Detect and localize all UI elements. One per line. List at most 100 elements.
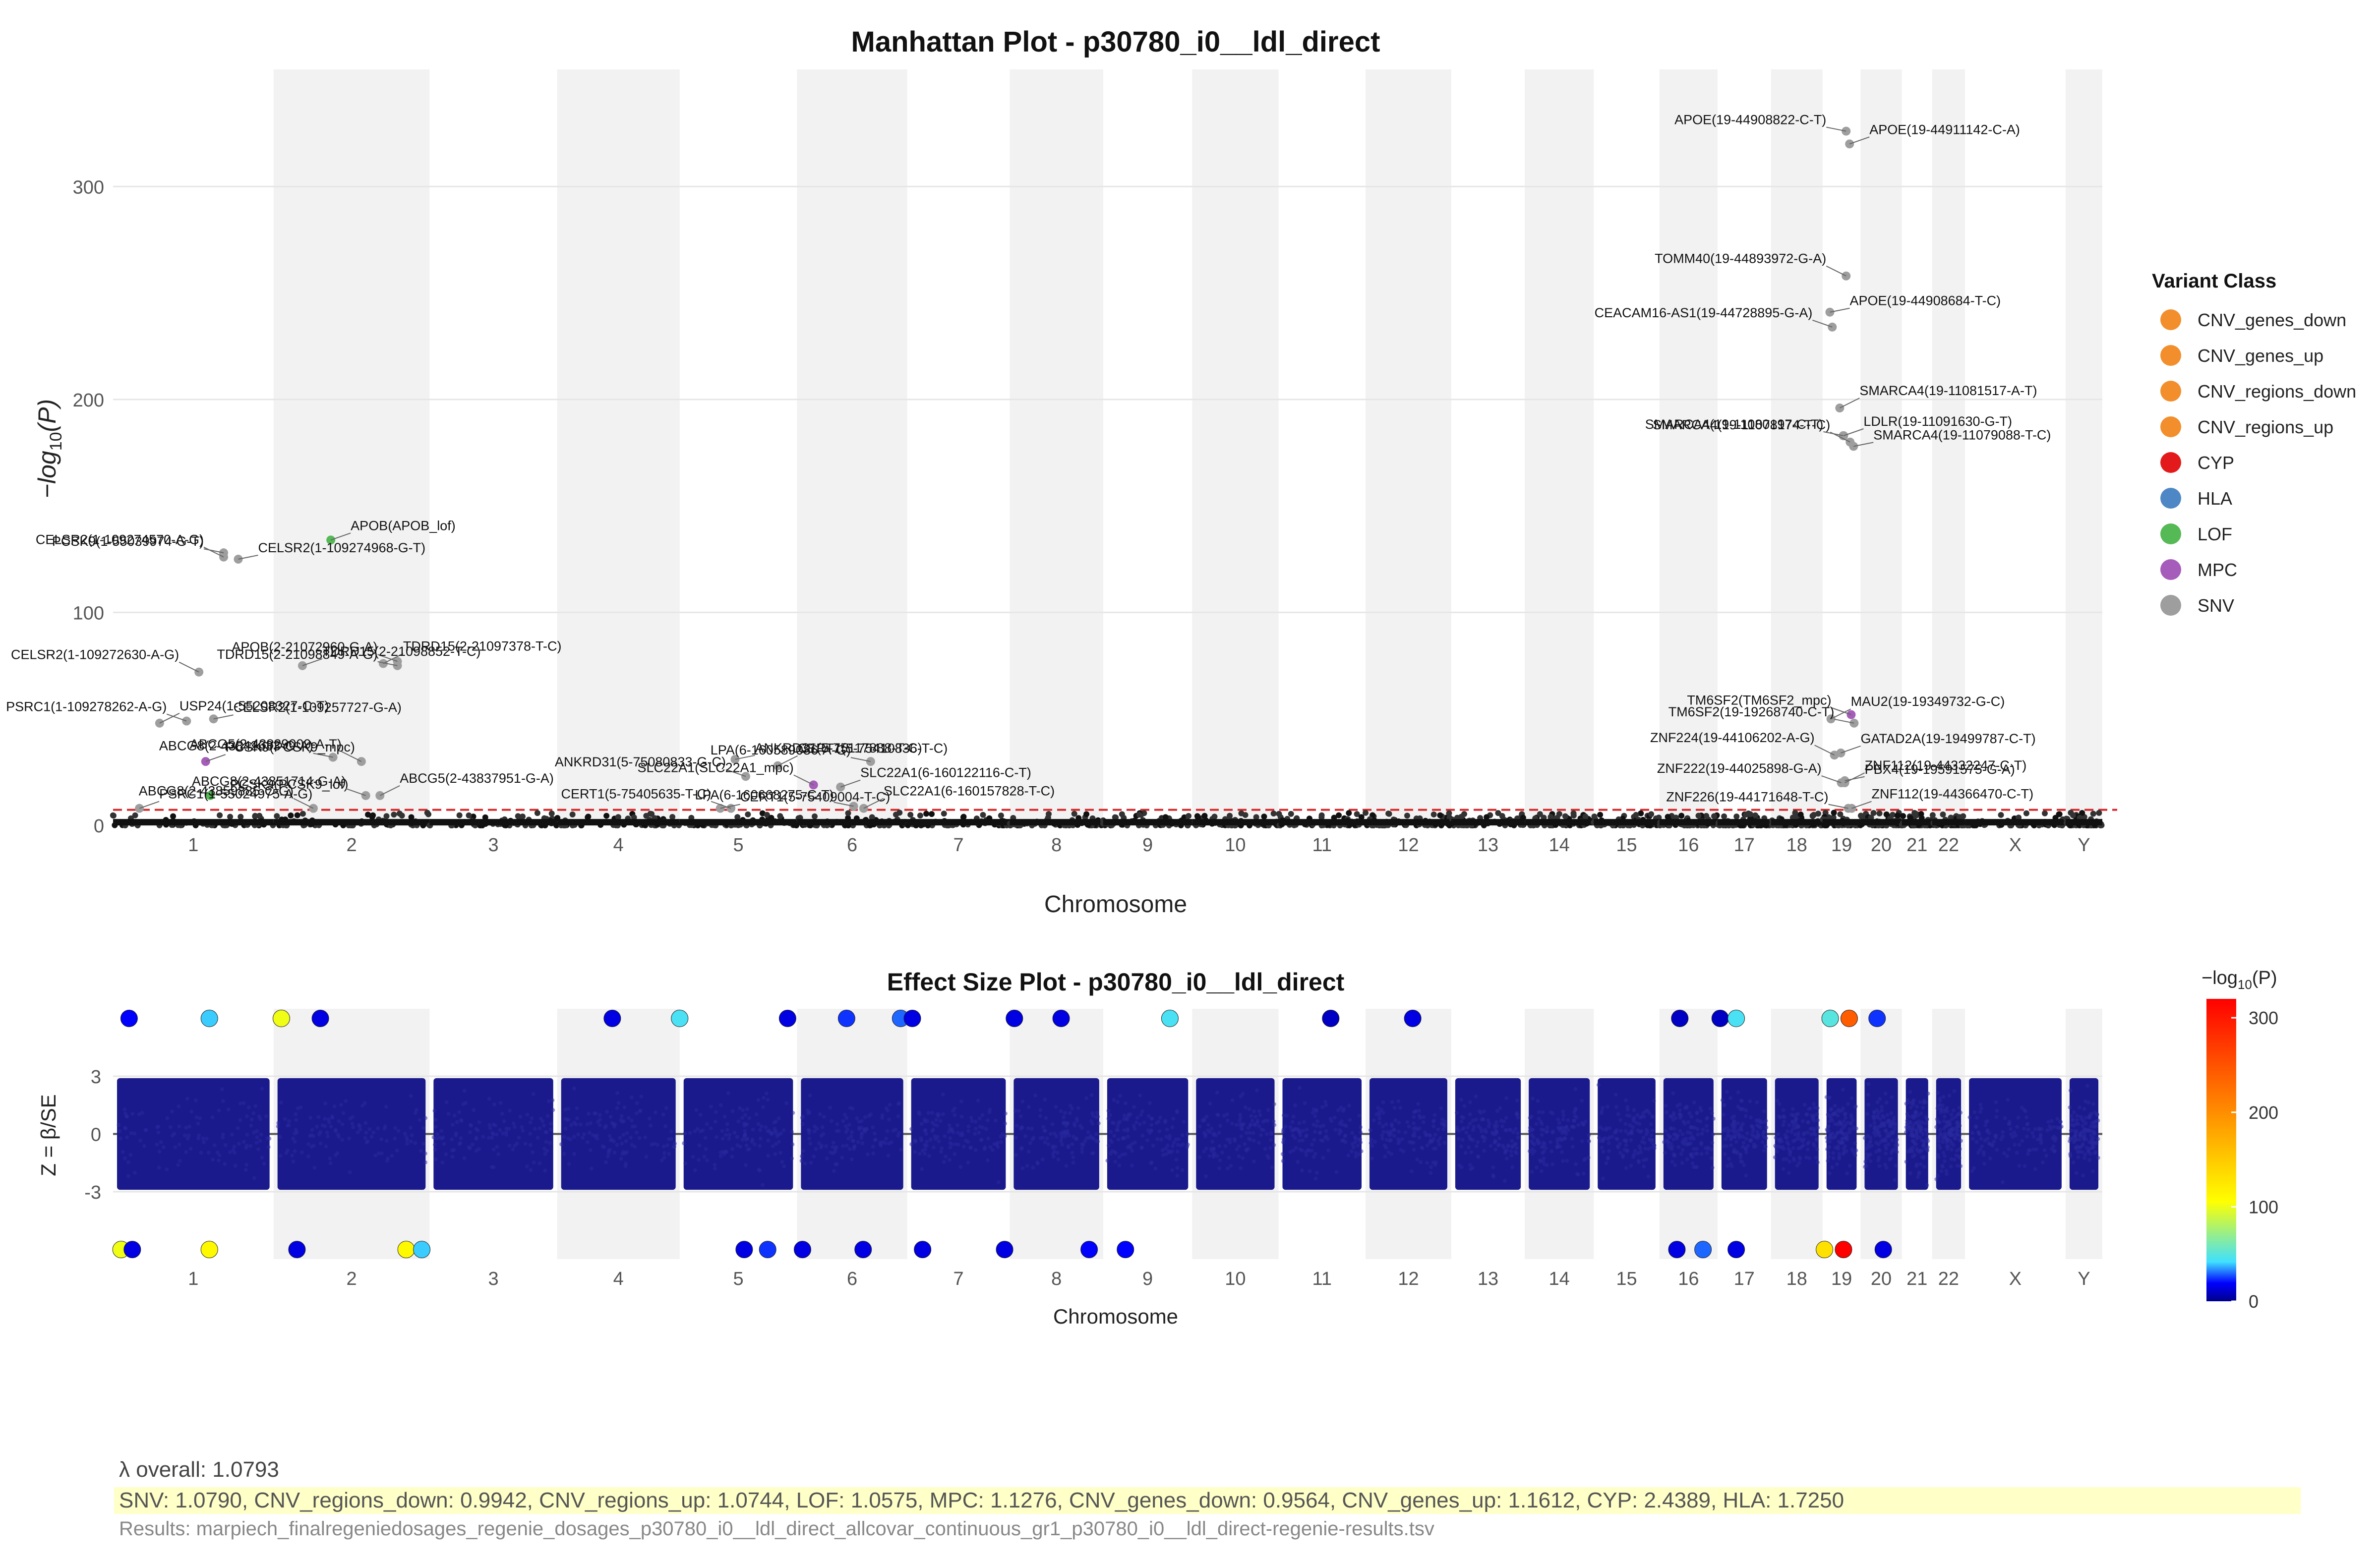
z-point bbox=[849, 1157, 854, 1161]
z-point bbox=[138, 1138, 143, 1143]
z-point bbox=[638, 1109, 642, 1113]
z-point bbox=[1246, 1126, 1250, 1130]
z-point bbox=[1019, 1147, 1023, 1151]
z-point bbox=[831, 1151, 835, 1156]
annotation-leader bbox=[833, 802, 854, 807]
z-point bbox=[1846, 1102, 1850, 1106]
z-point bbox=[1827, 1155, 1831, 1159]
z-point bbox=[2052, 1149, 2056, 1154]
z-point bbox=[1117, 1163, 1122, 1167]
x-tick-label: 7 bbox=[953, 1269, 963, 1289]
z-point bbox=[1354, 1154, 1358, 1159]
z-point bbox=[405, 1142, 410, 1146]
z-point bbox=[1802, 1102, 1807, 1107]
z-point bbox=[1683, 1139, 1688, 1144]
capped-point-bottom bbox=[854, 1241, 872, 1259]
z-point bbox=[1174, 1158, 1179, 1162]
legend-swatch-CNV_regions_down bbox=[2160, 381, 2181, 402]
legend-swatch-LOF bbox=[2160, 523, 2181, 544]
z-point bbox=[1739, 1098, 1743, 1102]
z-point bbox=[1726, 1164, 1730, 1168]
z-point bbox=[1975, 1115, 1979, 1120]
z-point bbox=[1787, 1123, 1791, 1127]
z-point bbox=[363, 1136, 367, 1140]
z-point bbox=[1774, 1136, 1778, 1140]
z-point bbox=[2055, 1117, 2060, 1121]
z-point bbox=[279, 1101, 283, 1105]
capped-point-bottom bbox=[1117, 1241, 1134, 1259]
z-point bbox=[1942, 1159, 1947, 1163]
z-point bbox=[1914, 1131, 1919, 1136]
z-point bbox=[358, 1127, 362, 1132]
z-point bbox=[241, 1101, 246, 1105]
z-point bbox=[1116, 1121, 1121, 1125]
z-point bbox=[433, 1148, 437, 1152]
capped-point-top bbox=[1821, 1009, 1839, 1027]
snv-point bbox=[845, 810, 851, 816]
z-point bbox=[801, 1149, 805, 1153]
z-point bbox=[1889, 1130, 1894, 1135]
z-point bbox=[1890, 1122, 1894, 1127]
z-point bbox=[1358, 1125, 1363, 1129]
z-point bbox=[1356, 1137, 1361, 1142]
capped-point-top bbox=[311, 1009, 329, 1027]
z-point bbox=[1834, 1146, 1838, 1150]
z-point bbox=[1258, 1113, 1262, 1117]
z-point bbox=[629, 1135, 633, 1140]
z-point bbox=[1791, 1156, 1796, 1160]
y-tick-label: 0 bbox=[94, 816, 104, 837]
z-point bbox=[661, 1144, 666, 1149]
z-point bbox=[1509, 1149, 1513, 1154]
z-point bbox=[1738, 1152, 1743, 1157]
z-point bbox=[1699, 1152, 1704, 1156]
z-point bbox=[860, 1141, 865, 1146]
snv-point bbox=[1703, 812, 1710, 819]
snv-point bbox=[365, 811, 371, 818]
z-point bbox=[260, 1156, 264, 1160]
z-point bbox=[969, 1115, 973, 1120]
z-point bbox=[1671, 1113, 1676, 1117]
z-point bbox=[1805, 1147, 1810, 1152]
z-point bbox=[2023, 1164, 2027, 1168]
z-point bbox=[543, 1130, 548, 1134]
z-point bbox=[1947, 1094, 1952, 1098]
z-point bbox=[1336, 1108, 1341, 1112]
z-point bbox=[1853, 1141, 1857, 1146]
z-point bbox=[589, 1166, 594, 1171]
z-point bbox=[947, 1130, 951, 1134]
z-point bbox=[931, 1145, 936, 1150]
z-point bbox=[730, 1147, 734, 1151]
snv-point bbox=[1857, 812, 1864, 819]
z-point bbox=[771, 1144, 775, 1149]
annotation-leader bbox=[777, 755, 798, 766]
z-point bbox=[236, 1126, 240, 1130]
z-point bbox=[778, 1151, 783, 1155]
z-point bbox=[1790, 1107, 1795, 1111]
z-point bbox=[664, 1106, 668, 1110]
z-point bbox=[385, 1159, 389, 1163]
z-point bbox=[1023, 1134, 1028, 1139]
z-point bbox=[1040, 1157, 1045, 1161]
variant-annotations: PCSK9(1-55039974-G-T)APOB(APOB_lof)CELSR… bbox=[6, 113, 2051, 809]
z-point bbox=[118, 1129, 122, 1134]
z-point bbox=[468, 1146, 472, 1151]
z-point bbox=[335, 1151, 340, 1156]
z-point bbox=[1978, 1148, 1982, 1152]
density-core bbox=[1282, 1078, 1362, 1190]
colorbar-gradient bbox=[2206, 999, 2236, 1301]
z-point bbox=[1724, 1137, 1728, 1141]
z-point bbox=[199, 1151, 203, 1155]
z-point bbox=[266, 1145, 271, 1149]
z-point bbox=[1621, 1153, 1625, 1158]
z-point bbox=[1744, 1147, 1748, 1152]
z-point bbox=[952, 1113, 957, 1117]
z-point bbox=[440, 1160, 445, 1164]
z-point bbox=[1781, 1123, 1785, 1127]
z-point bbox=[2072, 1110, 2076, 1114]
x-tick-label: Y bbox=[2078, 835, 2090, 856]
chromosome-band-4 bbox=[557, 69, 680, 825]
z-point bbox=[1677, 1108, 1682, 1112]
variant-label: APOB(2-21072960-G-A) bbox=[232, 639, 377, 654]
z-point bbox=[462, 1089, 467, 1093]
z-point bbox=[293, 1149, 297, 1154]
